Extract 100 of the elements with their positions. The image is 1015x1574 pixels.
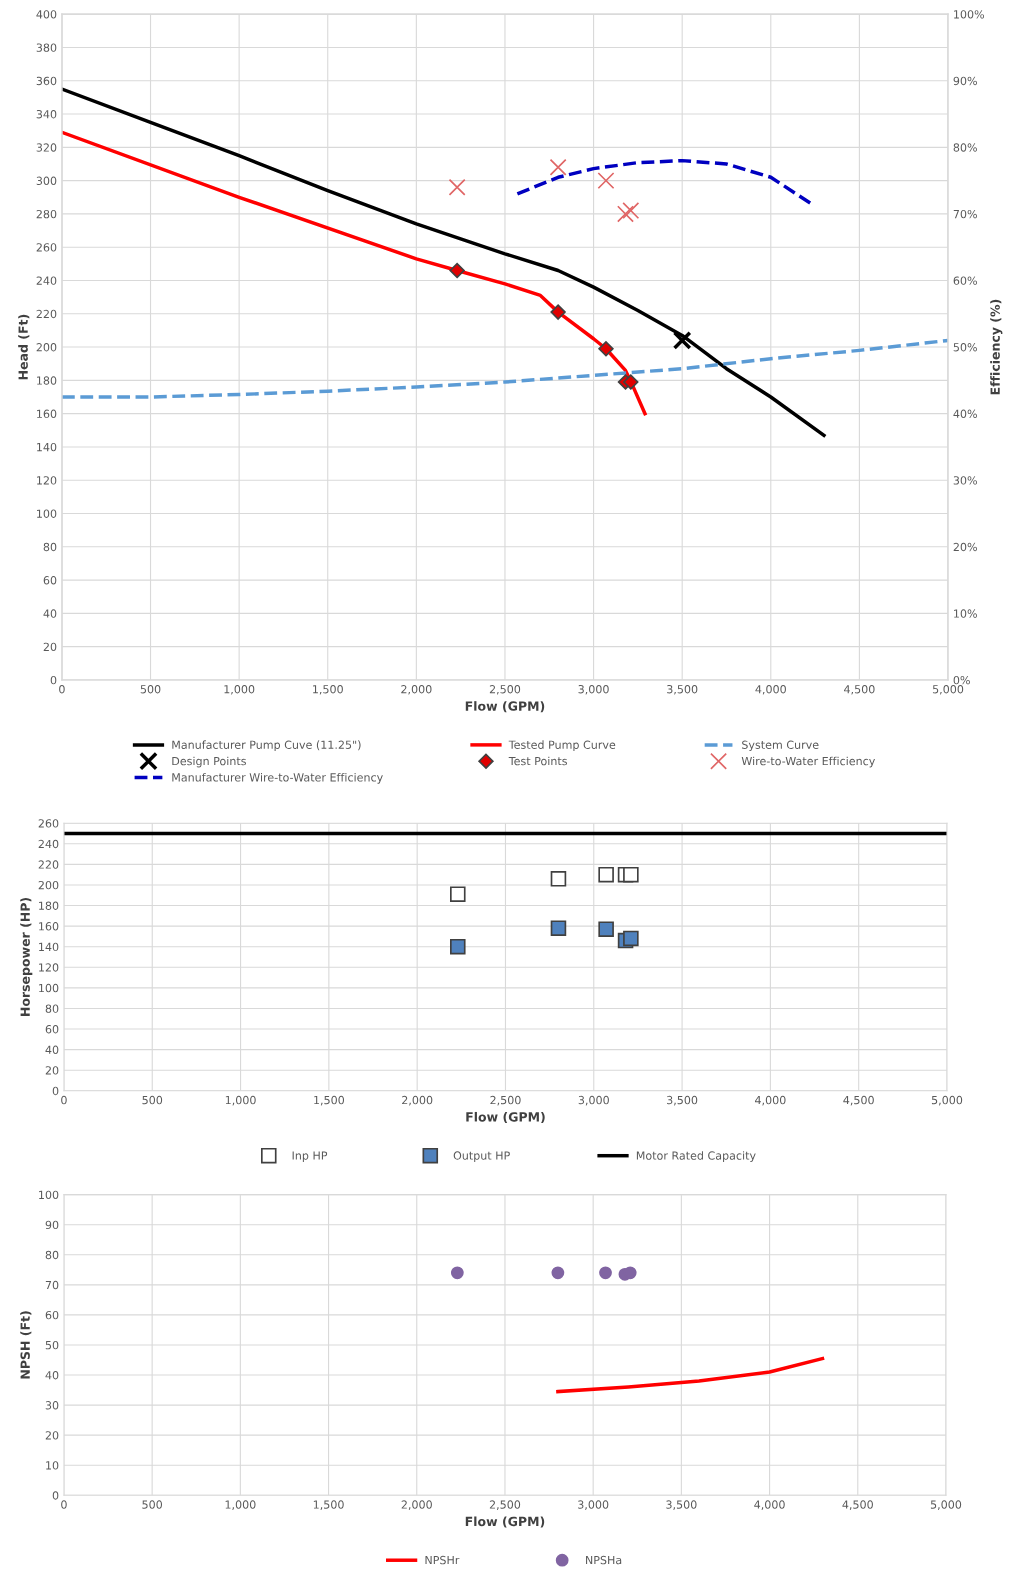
x-axis-title: Flow (GPM) (465, 701, 545, 713)
x-tick-label: 0 (61, 1095, 67, 1105)
y-tick-label: 0 (52, 1491, 59, 1500)
y-tick-label: 240 (36, 276, 57, 285)
legend-label: Design Points (172, 756, 246, 768)
y-tick-label: 60 (43, 576, 57, 585)
y-tick-label: 380 (36, 43, 57, 52)
y-tick-label: 40 (45, 1045, 59, 1054)
y2-tick-label: 40% (953, 409, 977, 419)
y-tick-label: 180 (39, 901, 59, 910)
x-tick-label: 1,500 (314, 1095, 345, 1106)
y-tick-label: 80 (45, 1250, 59, 1260)
legend-label: Output HP (453, 1151, 510, 1162)
x-tick-label: 1,500 (313, 685, 343, 695)
y-tick-label: 40 (45, 1371, 59, 1380)
y2-tick-label: 10% (954, 609, 977, 618)
x-tick-label: 3,000 (578, 685, 609, 695)
y-axis-title: Horsepower (HP) (20, 897, 33, 1016)
y-axis-title: NPSH (Ft) (20, 1311, 32, 1379)
y-tick-label: 200 (36, 343, 57, 352)
legend-label: NPSHa (586, 1555, 622, 1565)
legend-label: System Curve (742, 740, 819, 752)
x-tick-label: 500 (142, 1095, 163, 1105)
y-tick-label: 140 (39, 942, 59, 952)
legend-label: Wire-to-Water Efficiency (741, 756, 875, 768)
y-tick-label: 20 (45, 1066, 59, 1075)
y-tick-label: 200 (38, 880, 59, 890)
legend-label: Manufacturer Wire-to-Water Efficiency (172, 772, 383, 784)
y2-tick-label: 30% (953, 476, 977, 485)
y-tick-label: 300 (36, 176, 57, 185)
y2-tick-label: 100% (954, 10, 985, 19)
x-tick-label: 4,000 (754, 1500, 785, 1510)
y-tick-label: 100 (39, 983, 59, 993)
y-tick-label: 280 (36, 209, 57, 219)
x-tick-label: 4,000 (755, 1095, 786, 1106)
legend-label: Inp HP (292, 1151, 328, 1162)
x-tick-label: 500 (140, 685, 161, 694)
y-tick-label: 260 (38, 819, 59, 828)
y-tick-label: 400 (36, 10, 57, 19)
x-tick-label: 0 (59, 685, 65, 694)
x-tick-label: 500 (142, 1500, 163, 1509)
x-axis-title: Flow (GPM) (465, 1516, 545, 1528)
x-tick-label: 1,000 (225, 1095, 256, 1106)
y-tick-label: 320 (36, 143, 57, 152)
y2-tick-label: 70% (953, 209, 977, 219)
y-tick-label: 160 (39, 922, 59, 931)
x-tick-label: 1,000 (224, 685, 255, 695)
x-tick-label: 2,000 (402, 1095, 433, 1106)
y-tick-label: 80 (43, 542, 57, 552)
y-axis-title: Head (Ft) (18, 314, 30, 380)
x-tick-label: 3,500 (667, 1095, 698, 1106)
legend-label: Manufacturer Pump Cuve (11.25") (172, 740, 361, 752)
y-tick-label: 60 (45, 1310, 59, 1320)
y-tick-label: 240 (38, 839, 59, 849)
y-tick-label: 100 (37, 509, 57, 518)
y-tick-label: 180 (37, 376, 57, 385)
x-tick-label: 4,500 (842, 1500, 873, 1510)
y-tick-label: 50 (45, 1340, 59, 1350)
y-tick-label: 10 (46, 1461, 59, 1470)
x-tick-label: 3,500 (667, 685, 698, 695)
y-tick-label: 340 (36, 110, 57, 119)
x-tick-label: 3,500 (666, 1500, 697, 1510)
y2-tick-label: 90% (953, 76, 977, 86)
y2-tick-label: 60% (953, 276, 977, 285)
y-tick-label: 260 (36, 243, 57, 252)
y-tick-label: 60 (45, 1025, 59, 1034)
legend-label: Tested Pump Curve (508, 740, 616, 752)
x-tick-label: 5,000 (932, 685, 964, 695)
legend-label: NPSHr (425, 1555, 460, 1565)
x-tick-label: 1,500 (313, 1500, 344, 1510)
x-tick-label: 0 (61, 1500, 67, 1509)
y2-axis-title: Efficiency (%) (990, 299, 1003, 395)
y-tick-label: 70 (45, 1280, 59, 1290)
x-tick-label: 3,000 (578, 1500, 609, 1510)
x-tick-label: 2,500 (489, 1500, 521, 1510)
x-tick-label: 4,000 (755, 685, 786, 695)
y-tick-label: 20 (43, 642, 57, 652)
legend-label: Test Points (508, 756, 567, 766)
y2-tick-label: 80% (953, 143, 977, 152)
x-tick-label: 2,000 (401, 1500, 432, 1510)
legend-label: Motor Rated Capacity (636, 1151, 756, 1162)
y-tick-label: 220 (38, 860, 59, 869)
x-tick-label: 3,000 (578, 1095, 609, 1106)
x-tick-label: 2,000 (401, 685, 432, 695)
y-tick-label: 0 (50, 675, 57, 685)
x-tick-label: 4,500 (844, 685, 875, 695)
x-tick-label: 1,000 (225, 1500, 256, 1510)
y-tick-label: 100 (39, 1190, 59, 1200)
y-tick-label: 20 (45, 1431, 59, 1440)
y2-tick-label: 20% (953, 542, 977, 552)
y-tick-label: 40 (43, 609, 57, 618)
y-tick-label: 160 (37, 409, 57, 419)
x-tick-label: 5,000 (930, 1500, 962, 1510)
y2-tick-label: 50% (953, 343, 977, 352)
y-tick-label: 140 (37, 442, 57, 452)
x-tick-label: 5,000 (931, 1095, 963, 1106)
y2-tick-label: 0% (953, 675, 970, 685)
y-tick-label: 360 (36, 76, 57, 86)
y-tick-label: 90 (45, 1220, 59, 1230)
y-tick-label: 30 (45, 1401, 59, 1410)
